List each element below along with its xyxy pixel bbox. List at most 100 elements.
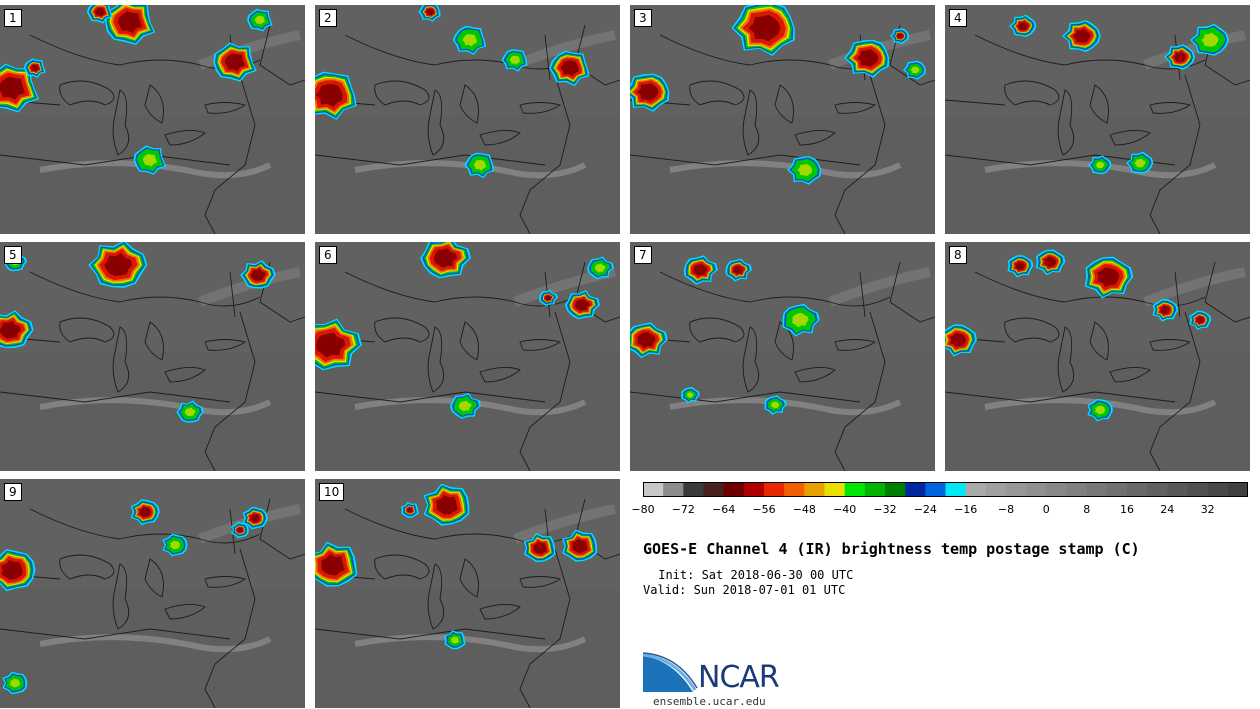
storm-cell (725, 258, 752, 282)
ir-map-10 (315, 479, 620, 708)
storm-cell (1084, 256, 1134, 299)
colorbar-segment (1147, 482, 1168, 497)
ir-map-7 (630, 242, 935, 471)
storm-cell (562, 529, 598, 562)
colorbar-segment (1187, 482, 1209, 497)
storm-cell (1190, 23, 1229, 56)
storm-cell (1152, 299, 1179, 322)
ir-map-2 (315, 5, 620, 234)
ir-map-5 (0, 242, 305, 471)
storm-cell (444, 630, 466, 650)
storm-cell (88, 242, 148, 288)
storm-cell (23, 58, 46, 78)
storm-cell (731, 5, 795, 56)
storm-cell (464, 152, 495, 179)
colorbar-segment (643, 482, 664, 497)
colorbar-tick-label: 0 (1042, 503, 1050, 516)
colorbar-segment (804, 482, 825, 497)
panel-label: 3 (634, 9, 652, 27)
colorbar-tick-label: −48 (792, 503, 816, 516)
storm-cell (420, 242, 471, 279)
colorbar-tick-label: −80 (631, 503, 655, 516)
ncar-logo-icon (643, 652, 698, 692)
ir-map-9 (0, 479, 305, 708)
storm-cell (630, 322, 668, 359)
panel-label: 1 (4, 9, 22, 27)
colorbar-segment (985, 482, 1007, 497)
storm-cell (1035, 249, 1066, 276)
storm-cell (176, 400, 204, 423)
storm-cell (452, 25, 487, 55)
colorbar-ticks: −80 −72 −64 −56 −48 −40 −32 −24 −16 −8 0 8 16 24 32 (0, 503, 1260, 519)
colorbar-tick-label: −8 (997, 503, 1015, 516)
colorbar (643, 482, 1249, 497)
colorbar-segment (1086, 482, 1108, 497)
storm-cell (1126, 151, 1154, 174)
storm-cell (86, 5, 113, 24)
storm-cell (0, 549, 36, 592)
panel-label: 2 (319, 9, 337, 27)
figure-title: GOES-E Channel 4 (IR) brightness temp po… (643, 540, 1140, 558)
colorbar-segment (965, 482, 987, 497)
colorbar-segment (864, 482, 886, 497)
colorbar-tick-label: 32 (1200, 503, 1215, 516)
colorbar-tick-label: 24 (1160, 503, 1175, 516)
storm-cell (1087, 398, 1113, 422)
storm-cell (0, 63, 39, 113)
ir-map-8 (945, 242, 1250, 471)
storm-cell (450, 392, 481, 419)
ncar-logo-text: NCAR (698, 660, 780, 695)
colorbar-segment (1127, 482, 1148, 497)
colorbar-segment (703, 482, 725, 497)
colorbar-segment (723, 482, 745, 497)
storm-cell (1088, 155, 1112, 175)
colorbar-tick-label: −64 (712, 503, 736, 516)
postage-stamp-panel-9: 9 (0, 479, 305, 708)
storm-cell (782, 303, 820, 337)
storm-cell (105, 5, 156, 45)
colorbar-segment (1006, 482, 1027, 497)
site-url[interactable]: ensemble.ucar.edu (653, 695, 766, 708)
panel-label: 8 (949, 246, 967, 264)
postage-stamp-panel-4: 4 (945, 5, 1250, 234)
panel-label: 7 (634, 246, 652, 264)
storm-cell (587, 256, 614, 280)
colorbar-segment (784, 482, 805, 497)
ir-map-4 (945, 5, 1250, 234)
colorbar-tick-label: 8 (1083, 503, 1091, 516)
colorbar-tick-label: −16 (954, 503, 978, 516)
storm-cell (1007, 255, 1034, 278)
storm-cell (945, 324, 977, 357)
colorbar-segment (1046, 482, 1067, 497)
storm-cell (787, 156, 822, 185)
ir-map-6 (315, 242, 620, 471)
panel-label: 9 (4, 483, 22, 501)
colorbar-segment (743, 482, 765, 497)
colorbar-segment (844, 482, 866, 497)
storm-cell (133, 145, 167, 175)
colorbar-segment (885, 482, 906, 497)
storm-cell (890, 28, 910, 45)
colorbar-segment (1207, 482, 1229, 497)
storm-cell (681, 387, 700, 404)
storm-cell (130, 499, 160, 526)
storm-cell (401, 501, 419, 518)
colorbar-tick-label: −24 (913, 503, 937, 516)
postage-stamp-panel-2: 2 (315, 5, 620, 234)
storm-cell (231, 521, 249, 539)
valid-time: Valid: Sun 2018-07-01 01 UTC (643, 583, 846, 597)
storm-cell (903, 60, 926, 80)
storm-cell (1164, 44, 1196, 70)
storm-cell (538, 289, 558, 307)
colorbar-tick-label: −32 (873, 503, 897, 516)
storm-cell (247, 8, 273, 32)
storm-cell (1062, 20, 1101, 52)
colorbar-segment (1227, 482, 1249, 497)
panel-label: 10 (319, 483, 345, 501)
colorbar-tick-label: −40 (833, 503, 857, 516)
colorbar-segment (1026, 482, 1047, 497)
postage-stamp-panel-5: 5 (0, 242, 305, 471)
ir-map-3 (630, 5, 935, 234)
colorbar-segment (1106, 482, 1128, 497)
storm-cell (1189, 310, 1212, 330)
